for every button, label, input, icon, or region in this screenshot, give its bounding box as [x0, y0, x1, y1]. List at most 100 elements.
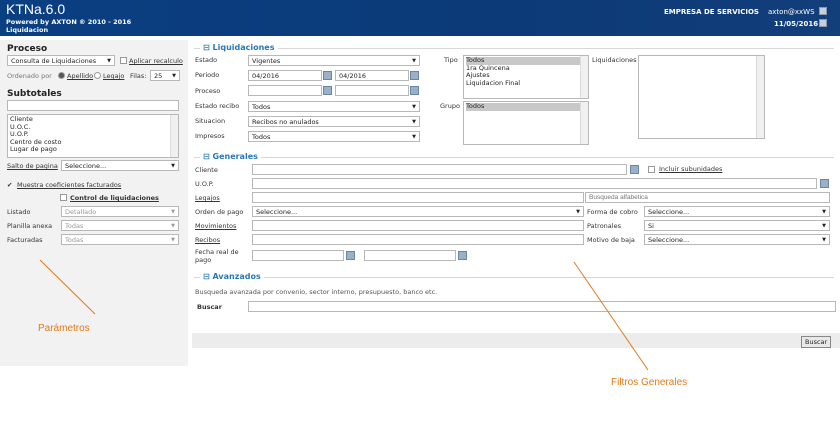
- control-liquidaciones-checkbox[interactable]: [60, 194, 67, 201]
- tipo-list[interactable]: Todos 1ra Quincena Ajustes Liquidacion F…: [463, 55, 589, 99]
- divider: [194, 277, 834, 278]
- parameters-panel: Proceso Consulta de Liquidaciones Aplica…: [0, 40, 188, 366]
- logout-icon[interactable]: [819, 7, 827, 15]
- control-liquidaciones-label[interactable]: Control de liquidaciones: [70, 194, 159, 202]
- list-item[interactable]: Lugar de pago: [10, 145, 57, 153]
- divider: [194, 48, 834, 49]
- list-item[interactable]: Cliente: [10, 115, 33, 123]
- cliente-input[interactable]: [252, 164, 627, 175]
- planilla-label: Planilla anexa: [7, 222, 53, 230]
- legajos-label: Legajos: [195, 194, 220, 202]
- proceso-select[interactable]: Consulta de Liquidaciones: [7, 55, 115, 66]
- avanzados-description: Busqueda avanzada por convenio, sector i…: [195, 288, 438, 296]
- fecha-to-input[interactable]: [364, 250, 456, 261]
- facturadas-select[interactable]: Todas: [61, 234, 179, 245]
- aplicar-recalculo-label[interactable]: Aplicar recalculo: [129, 57, 183, 65]
- list-item[interactable]: U.O.C.: [10, 122, 31, 131]
- filtros-annotation: Filtros Generales: [611, 377, 688, 388]
- lookup-icon[interactable]: [820, 179, 829, 188]
- module-name: Liquidacion: [6, 26, 49, 34]
- uop-input[interactable]: [252, 178, 817, 189]
- company-name: EMPRESA DE SERVICIOS: [664, 8, 759, 16]
- liquidaciones-label: Liquidaciones: [592, 56, 637, 64]
- buscar-label: Buscar: [197, 303, 222, 311]
- estado-select[interactable]: Vigentes: [248, 55, 420, 66]
- calendar-icon[interactable]: [346, 251, 355, 260]
- footer-bar: [192, 333, 840, 348]
- periodo-from-input[interactable]: 04/2016: [248, 70, 322, 81]
- lookup-icon[interactable]: [630, 165, 639, 174]
- buscar-input[interactable]: [248, 301, 836, 312]
- list-item[interactable]: Ajustes: [466, 71, 490, 79]
- incluir-subunidades-checkbox[interactable]: [648, 166, 655, 173]
- subtotales-input[interactable]: [7, 100, 179, 111]
- filas-label: Filas:: [130, 72, 147, 80]
- list-item[interactable]: Liquidacion Final: [466, 78, 521, 87]
- list-item[interactable]: Todos: [466, 102, 586, 111]
- orden-pago-select[interactable]: Seleccione...: [252, 206, 584, 217]
- legajo-radio[interactable]: [94, 72, 101, 79]
- planilla-select[interactable]: Todas: [61, 220, 179, 231]
- powered-by: Powered by AXTON ® 2010 - 2016: [6, 18, 132, 26]
- proceso-from-input[interactable]: [248, 85, 322, 96]
- scrollbar[interactable]: [170, 115, 178, 157]
- subtotales-list[interactable]: Cliente U.O.C. U.O.P. Centro de costo Lu…: [7, 114, 179, 158]
- legajo-label[interactable]: Legajo: [103, 72, 125, 80]
- calendar-icon[interactable]: [323, 86, 332, 95]
- list-item[interactable]: 1ra Quincena: [466, 63, 510, 72]
- forma-cobro-select[interactable]: Seleccione...: [644, 206, 830, 217]
- apellido-label[interactable]: Apellido: [67, 72, 94, 80]
- uop-label: U.O.P.: [195, 180, 214, 188]
- check-icon[interactable]: ✔: [7, 181, 13, 189]
- apellido-radio[interactable]: [58, 72, 65, 79]
- filters-panel: ⊟ Liquidaciones Estado Vigentes Periodo …: [192, 40, 840, 350]
- generales-section-title[interactable]: ⊟ Generales: [200, 152, 261, 161]
- liquidaciones-section-title[interactable]: ⊟ Liquidaciones: [200, 43, 278, 52]
- proceso-to-input[interactable]: [335, 85, 409, 96]
- listado-select[interactable]: Detallado: [61, 206, 179, 217]
- scrollbar[interactable]: [580, 102, 588, 144]
- scrollbar[interactable]: [756, 56, 764, 138]
- facturadas-label: Facturadas: [7, 236, 43, 244]
- movimientos-input[interactable]: [252, 220, 584, 231]
- periodo-to-input[interactable]: 04/2016: [335, 70, 409, 81]
- list-item[interactable]: U.O.P.: [10, 130, 29, 138]
- situacion-select[interactable]: Recibos no anulados: [248, 116, 420, 127]
- legajos-input[interactable]: [252, 192, 584, 203]
- periodo-label: Periodo: [195, 71, 220, 79]
- calendar-icon[interactable]: [410, 86, 419, 95]
- motivo-baja-select[interactable]: Seleccione...: [644, 234, 830, 245]
- calendar-icon[interactable]: [323, 71, 332, 80]
- muestra-coeficientes-label[interactable]: Muestra coeficientes facturados: [17, 181, 122, 189]
- mail-icon[interactable]: [819, 19, 827, 27]
- estado-recibo-label: Estado recibo: [195, 102, 240, 110]
- tipo-label: Tipo: [444, 56, 458, 64]
- recibos-input[interactable]: [252, 234, 584, 245]
- divider: [194, 157, 834, 158]
- filas-select[interactable]: 25: [150, 70, 180, 81]
- calendar-icon[interactable]: [410, 71, 419, 80]
- aplicar-recalculo-checkbox[interactable]: [120, 57, 127, 64]
- grupo-list[interactable]: Todos: [463, 101, 589, 145]
- avanzados-section-title[interactable]: ⊟ Avanzados: [200, 272, 264, 281]
- patronales-select[interactable]: Si: [644, 220, 830, 231]
- grupo-label: Grupo: [440, 102, 460, 110]
- list-item[interactable]: Todos: [466, 56, 586, 65]
- busqueda-alfabetica-input[interactable]: [585, 192, 830, 203]
- app-title: KTNa.6.0: [6, 1, 66, 17]
- cliente-label: Cliente: [195, 166, 218, 174]
- scrollbar[interactable]: [580, 56, 588, 98]
- app-header: KTNa.6.0 Powered by AXTON ® 2010 - 2016 L…: [0, 0, 840, 36]
- estado-recibo-select[interactable]: Todos: [248, 101, 420, 112]
- fecha-from-input[interactable]: [252, 250, 344, 261]
- incluir-subunidades-label[interactable]: Incluir subunidades: [659, 165, 723, 173]
- calendar-icon[interactable]: [458, 251, 467, 260]
- subtotales-title: Subtotales: [7, 89, 62, 99]
- buscar-button[interactable]: Buscar: [801, 336, 832, 348]
- impresos-select[interactable]: Todos: [248, 131, 420, 142]
- liquidaciones-list[interactable]: [638, 55, 765, 139]
- listado-label: Listado: [7, 208, 31, 216]
- list-item[interactable]: Centro de costo: [10, 137, 62, 146]
- salto-select[interactable]: Seleccione...: [61, 160, 179, 171]
